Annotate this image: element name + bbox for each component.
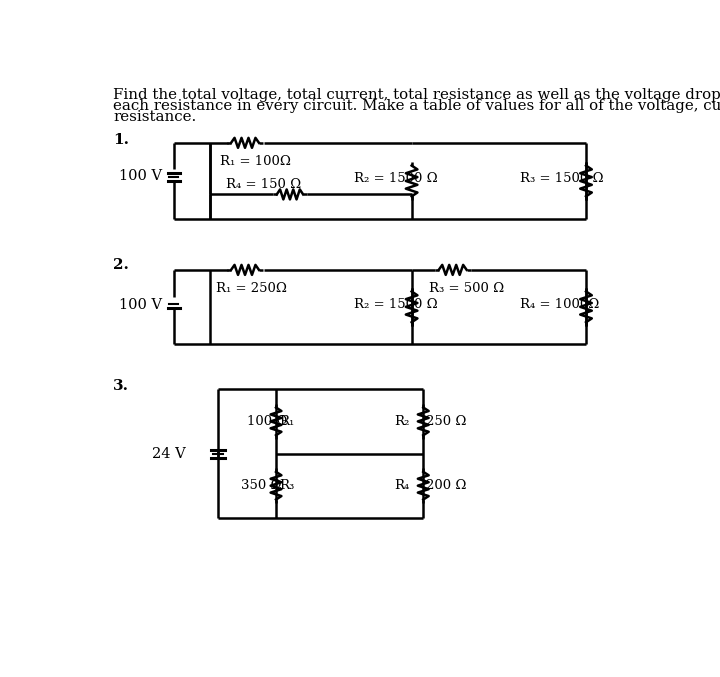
Text: R₂ = 1500 Ω: R₂ = 1500 Ω	[354, 298, 437, 311]
Text: R₁ = 100Ω: R₁ = 100Ω	[220, 155, 291, 168]
Text: each resistance in every circuit. Make a table of values for all of the voltage,: each resistance in every circuit. Make a…	[113, 99, 720, 113]
Text: 100 V: 100 V	[120, 169, 163, 183]
Text: 350 Ω: 350 Ω	[241, 479, 282, 492]
Text: R₁: R₁	[279, 415, 294, 428]
Text: 200 Ω: 200 Ω	[426, 479, 467, 492]
Text: Find the total voltage, total current, total resistance as well as the voltage d: Find the total voltage, total current, t…	[113, 88, 720, 102]
Text: R₁ = 250Ω: R₁ = 250Ω	[215, 282, 287, 295]
Text: R₂ = 1500 Ω: R₂ = 1500 Ω	[354, 172, 437, 185]
Text: 100 Ω: 100 Ω	[246, 415, 287, 428]
Text: 3.: 3.	[113, 379, 130, 393]
Text: R₂: R₂	[394, 415, 409, 428]
Text: R₄ = 1000Ω: R₄ = 1000Ω	[520, 298, 599, 311]
Text: resistance.: resistance.	[113, 110, 197, 124]
Text: R₃ = 1500 Ω: R₃ = 1500 Ω	[520, 172, 603, 185]
Text: 100 V: 100 V	[120, 297, 163, 311]
Text: 24 V: 24 V	[152, 447, 186, 460]
Text: 2.: 2.	[113, 259, 129, 272]
Text: R₃: R₃	[279, 479, 294, 492]
Text: 1.: 1.	[113, 133, 130, 147]
Text: 250 Ω: 250 Ω	[426, 415, 467, 428]
Text: R₃ = 500 Ω: R₃ = 500 Ω	[429, 282, 505, 295]
Text: R₄ = 150 Ω: R₄ = 150 Ω	[225, 177, 301, 191]
Text: R₄: R₄	[394, 479, 409, 492]
